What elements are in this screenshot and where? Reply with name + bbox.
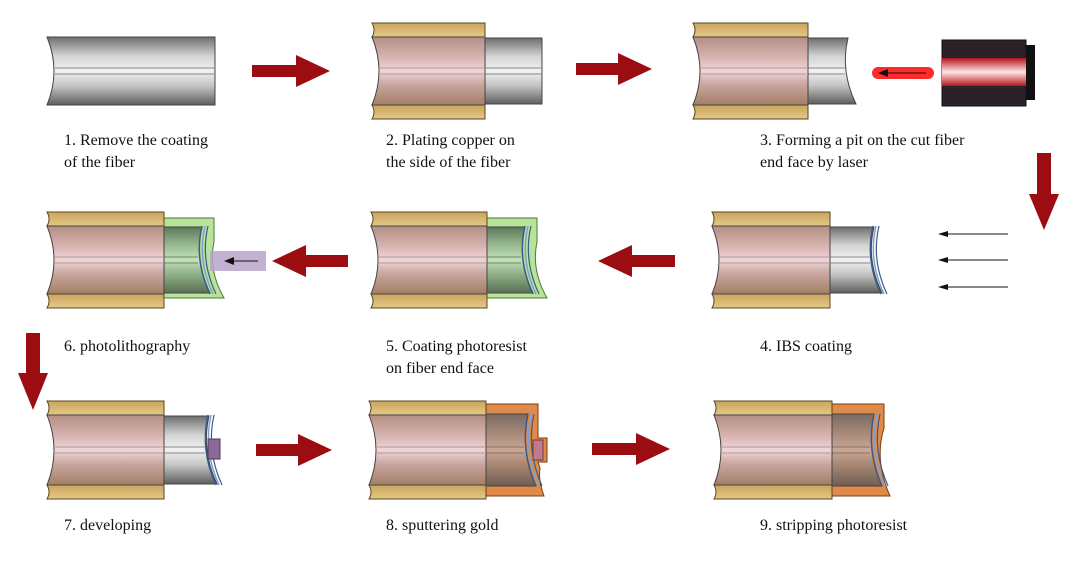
- flow-arrow-icon: [272, 245, 348, 277]
- step-5-caption: 5. Coating photoresist on fiber end face: [386, 336, 527, 380]
- caption-line: of the fiber: [64, 154, 136, 171]
- step-2-illustration: [371, 22, 543, 120]
- step-9-caption: 9. stripping photoresist: [760, 515, 907, 537]
- laser-beam: [872, 67, 934, 79]
- caption-line: 2. Plating copper on: [386, 132, 515, 149]
- flow-arrow-icon: [592, 433, 670, 465]
- flow-arrow-icon: [252, 55, 330, 87]
- caption-line: 5. Coating photoresist: [386, 338, 527, 355]
- step-4-illustration: [711, 211, 888, 309]
- laser-icon: [941, 39, 1035, 107]
- caption-line: 4. IBS coating: [760, 338, 852, 355]
- step-3-illustration: [692, 22, 857, 120]
- caption-line: 7. developing: [64, 517, 152, 534]
- step-8-caption: 8. sputtering gold: [386, 515, 498, 537]
- step-2-caption: 2. Plating copper on the side of the fib…: [386, 130, 515, 174]
- caption-line: end face by laser: [760, 154, 868, 171]
- ion-beam-arrows-icon: [938, 231, 1008, 290]
- step-7-caption: 7. developing: [64, 515, 151, 537]
- step-6-illustration: [46, 211, 225, 309]
- caption-line: 3. Forming a pit on the cut fiber: [760, 132, 965, 149]
- caption-line: 1. Remove the coating: [64, 132, 208, 149]
- step-6-caption: 6. photolithography: [64, 336, 190, 358]
- caption-line: 9. stripping photoresist: [760, 517, 908, 534]
- caption-line: 8. sputtering gold: [386, 517, 499, 534]
- flow-arrow-icon: [256, 434, 332, 466]
- step-1-caption: 1. Remove the coating of the fiber: [64, 130, 208, 174]
- step-8-illustration: [368, 400, 548, 500]
- uv-light-icon: [210, 251, 266, 271]
- flow-arrow-icon: [598, 245, 675, 277]
- step-7-illustration: [46, 400, 223, 500]
- step-5-illustration: [370, 211, 548, 309]
- step-1-illustration: [46, 36, 216, 106]
- caption-line: 6. photolithography: [64, 338, 191, 355]
- step-4-caption: 4. IBS coating: [760, 336, 852, 358]
- caption-line: the side of the fiber: [386, 154, 511, 171]
- flow-arrow-icon: [1029, 153, 1059, 230]
- flow-arrow-icon: [18, 333, 48, 410]
- flow-arrow-icon: [576, 53, 652, 85]
- step-9-illustration: [713, 400, 891, 500]
- step-3-caption: 3. Forming a pit on the cut fiber end fa…: [760, 130, 964, 174]
- caption-line: on fiber end face: [386, 360, 494, 377]
